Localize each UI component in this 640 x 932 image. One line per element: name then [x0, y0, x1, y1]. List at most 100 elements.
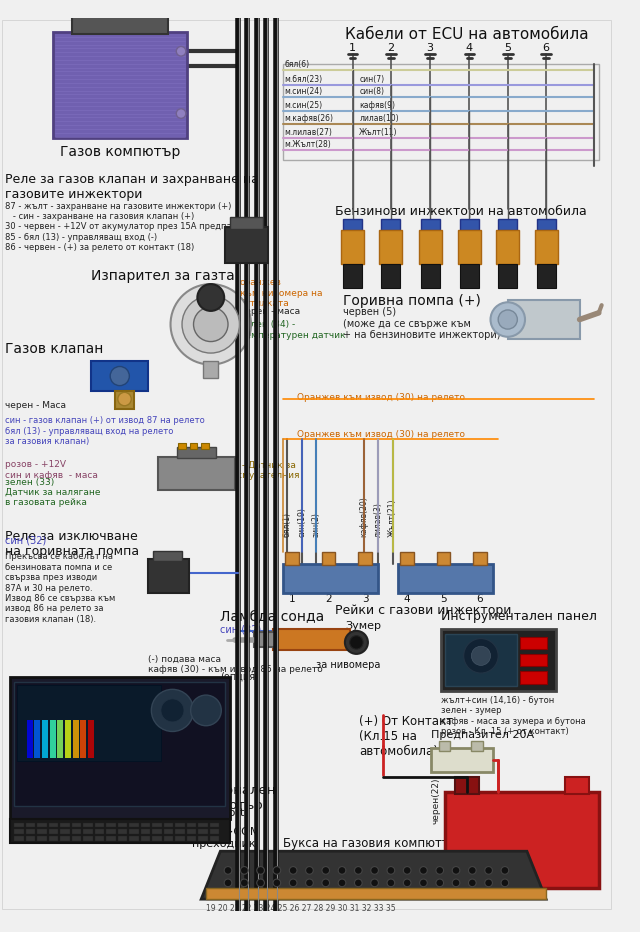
Bar	[95, 836, 104, 841]
Text: Зумер: Зумер	[345, 622, 381, 631]
Bar	[175, 829, 185, 834]
Bar	[445, 792, 599, 887]
Bar	[420, 219, 440, 230]
Text: 2: 2	[326, 579, 332, 587]
Text: Газов компютър: Газов компютър	[60, 145, 180, 159]
Text: (+) От Контакт
(Кл.15 на
автомобила): (+) От Контакт (Кл.15 на автомобила)	[359, 715, 453, 759]
Circle shape	[371, 879, 378, 886]
Bar	[73, 720, 79, 759]
Circle shape	[355, 879, 362, 886]
Text: 3: 3	[427, 43, 434, 52]
Circle shape	[420, 879, 428, 886]
Bar	[14, 829, 24, 834]
Bar	[201, 443, 209, 449]
Text: (-) подава маса
кафяв (30) - към извод 85 на релето: (-) подава маса кафяв (30) - към извод 8…	[148, 655, 323, 674]
Bar	[381, 264, 401, 288]
Bar	[49, 836, 58, 841]
Text: м.Жълт(28): м.Жълт(28)	[285, 140, 332, 149]
Bar	[536, 264, 556, 288]
Bar	[498, 219, 517, 230]
Text: 3: 3	[427, 240, 433, 251]
Text: Оранжев към извод (30) на релето: Оранжев към извод (30) на релето	[297, 393, 465, 403]
Bar	[177, 447, 216, 459]
Bar	[358, 553, 372, 565]
Circle shape	[387, 879, 395, 886]
Circle shape	[152, 690, 193, 732]
Bar	[473, 553, 486, 565]
Bar	[27, 720, 33, 759]
Bar	[95, 823, 104, 828]
Bar	[496, 230, 519, 264]
Text: BLUE TRONIC: BLUE TRONIC	[89, 51, 151, 61]
Text: 1: 1	[289, 579, 295, 587]
Text: 5: 5	[441, 579, 447, 587]
Bar	[37, 836, 47, 841]
Bar	[26, 823, 35, 828]
Text: Газов клапан: Газов клапан	[4, 341, 103, 356]
Circle shape	[257, 867, 264, 874]
Bar	[106, 823, 116, 828]
Circle shape	[176, 47, 186, 56]
Bar	[65, 720, 71, 759]
Bar	[95, 829, 104, 834]
Circle shape	[170, 284, 251, 364]
Bar	[72, 823, 81, 828]
Text: 6: 6	[477, 579, 483, 587]
Text: Реле за газов клапан и захранване на
газовите инжектори: Реле за газов клапан и захранване на газ…	[4, 173, 259, 201]
Bar	[10, 818, 230, 843]
Bar	[520, 671, 547, 683]
Circle shape	[197, 284, 224, 311]
Text: 4: 4	[404, 595, 410, 605]
Bar	[458, 230, 481, 264]
Bar	[60, 836, 70, 841]
Bar	[72, 836, 81, 841]
Bar	[230, 217, 264, 228]
Circle shape	[387, 867, 395, 874]
Circle shape	[452, 879, 460, 886]
Bar	[343, 264, 362, 288]
Bar	[254, 632, 275, 647]
Text: черен - маса: черен - маса	[239, 307, 300, 316]
Bar	[26, 836, 35, 841]
Bar	[86, 7, 96, 15]
Bar	[83, 829, 93, 834]
Text: 6: 6	[543, 43, 550, 52]
Circle shape	[471, 646, 490, 665]
Bar	[88, 720, 94, 759]
Bar	[203, 361, 218, 378]
Bar	[164, 823, 173, 828]
Text: за нивомера: за нивомера	[316, 660, 381, 669]
Bar	[283, 564, 378, 593]
Bar	[455, 777, 479, 794]
Bar	[83, 823, 93, 828]
Circle shape	[273, 867, 281, 874]
Text: Жълт(11): Жълт(11)	[359, 128, 398, 137]
Text: Инструментален панел: Инструментален панел	[441, 610, 596, 623]
Text: 6: 6	[477, 595, 483, 605]
Circle shape	[273, 879, 281, 886]
Bar	[460, 264, 479, 288]
Circle shape	[484, 879, 492, 886]
Circle shape	[224, 867, 232, 874]
Circle shape	[191, 695, 221, 726]
Bar	[91, 361, 148, 391]
Circle shape	[490, 302, 525, 336]
Circle shape	[193, 307, 228, 341]
Bar	[164, 829, 173, 834]
Circle shape	[403, 879, 411, 886]
Circle shape	[468, 879, 476, 886]
Bar	[115, 391, 134, 408]
Bar	[420, 264, 440, 288]
Text: син(8): син(8)	[359, 88, 384, 96]
Text: черен - Маса: черен - Маса	[4, 401, 66, 410]
Bar	[322, 553, 335, 565]
Circle shape	[110, 366, 129, 386]
Text: кафяв(9): кафяв(9)	[359, 101, 396, 110]
Bar	[341, 230, 364, 264]
Text: зин(2): зин(2)	[312, 512, 321, 537]
Bar	[460, 219, 479, 230]
Bar	[158, 457, 235, 490]
Text: +: +	[566, 826, 589, 854]
Bar	[14, 823, 24, 828]
Text: м.кафяв(26): м.кафяв(26)	[285, 114, 333, 123]
